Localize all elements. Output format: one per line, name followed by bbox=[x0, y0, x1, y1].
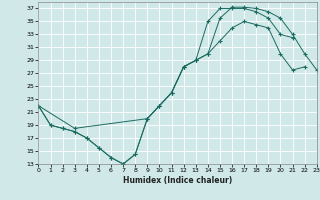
X-axis label: Humidex (Indice chaleur): Humidex (Indice chaleur) bbox=[123, 176, 232, 185]
